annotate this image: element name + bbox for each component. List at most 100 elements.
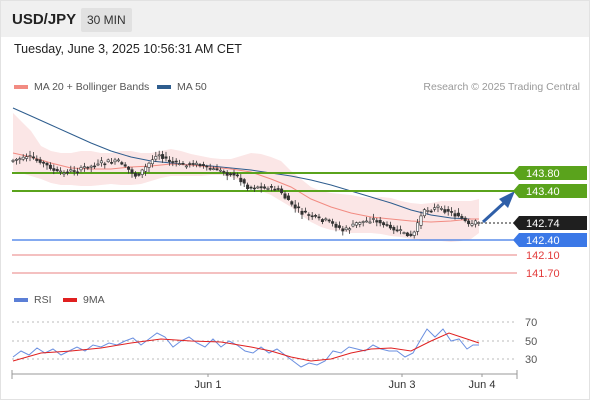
candle-body-13 xyxy=(55,169,59,172)
candle-body-3 xyxy=(21,156,25,160)
candle-body-77 xyxy=(273,188,277,191)
candle-body-88 xyxy=(310,215,314,218)
candle-body-135 xyxy=(470,223,474,226)
candle-body-37 xyxy=(137,173,141,176)
candle-body-129 xyxy=(450,211,454,213)
candle-body-107 xyxy=(375,220,379,223)
candle-body-21 xyxy=(82,166,86,169)
candle-body-90 xyxy=(317,216,321,219)
candle-body-26 xyxy=(99,160,103,164)
candle-body-1 xyxy=(14,159,18,161)
candle-body-124 xyxy=(433,207,437,210)
candle-body-121 xyxy=(422,209,426,217)
candle-body-0 xyxy=(11,160,15,162)
candle-body-7 xyxy=(35,158,39,161)
candle-body-132 xyxy=(460,216,464,219)
timestamp: Tuesday, June 3, 2025 10:56:31 AM CET xyxy=(14,42,242,56)
rsi-panel: 70 50 30 xyxy=(12,317,537,368)
level-tag-143-40: 143.40 xyxy=(513,184,587,198)
candle-body-112 xyxy=(392,227,396,231)
candle-body-39 xyxy=(144,166,148,172)
candle-body-59 xyxy=(212,168,216,170)
candle-body-78 xyxy=(276,188,280,190)
candle-body-101 xyxy=(354,222,358,226)
candle-body-99 xyxy=(348,228,352,231)
candle-body-67 xyxy=(239,177,243,183)
rsi-tick-50: 50 xyxy=(525,336,537,348)
candle-body-27 xyxy=(103,163,107,166)
candle-body-74 xyxy=(263,186,267,189)
candle-body-113 xyxy=(395,229,399,232)
candle-body-80 xyxy=(283,193,287,199)
candle-body-18 xyxy=(72,170,76,172)
candle-body-54 xyxy=(195,162,199,165)
legend-ma20: MA 20 + Bollinger Bands xyxy=(14,81,149,93)
candle-body-131 xyxy=(456,212,460,217)
candle-body-51 xyxy=(184,165,188,168)
x-label-jun1: Jun 1 xyxy=(195,379,222,391)
rsi-swatch xyxy=(14,298,28,302)
candle-body-53 xyxy=(191,163,195,165)
candle-body-4 xyxy=(25,156,29,159)
candle-body-25 xyxy=(96,163,100,166)
candle-body-34 xyxy=(127,166,131,170)
candle-body-115 xyxy=(402,232,406,234)
candle-body-65 xyxy=(232,172,236,176)
candle-body-136 xyxy=(473,220,477,225)
candle-body-68 xyxy=(242,179,246,184)
candle-body-92 xyxy=(324,218,328,221)
timeframe-badge[interactable]: 30 MIN xyxy=(81,8,132,32)
candle-body-137 xyxy=(477,222,481,224)
candle-body-82 xyxy=(290,201,294,205)
candle-body-40 xyxy=(147,162,151,168)
candle-body-93 xyxy=(327,219,331,222)
symbol-label: USD/JPY xyxy=(12,11,77,28)
level-label-142-74: 142.74 xyxy=(526,218,560,230)
legend-9ma: 9MA xyxy=(63,294,105,306)
candle-body-52 xyxy=(188,163,192,165)
candle-body-116 xyxy=(405,232,409,237)
candle-body-66 xyxy=(235,174,239,177)
candle-body-106 xyxy=(371,218,375,220)
candle-body-17 xyxy=(69,169,73,172)
candle-body-72 xyxy=(256,186,260,189)
candle-body-70 xyxy=(249,186,253,189)
candle-body-63 xyxy=(225,172,229,176)
level-label-142-40: 142.40 xyxy=(526,235,560,247)
legend-rsi: RSI xyxy=(14,294,52,306)
candle-body-89 xyxy=(314,215,318,217)
level-label-143-40: 143.40 xyxy=(526,186,560,198)
candle-body-91 xyxy=(320,219,324,222)
candle-body-35 xyxy=(130,169,134,174)
candle-body-47 xyxy=(171,161,175,163)
chart-header: USD/JPY 30 MIN xyxy=(1,1,589,37)
candle-body-24 xyxy=(93,165,97,168)
candle-body-84 xyxy=(297,206,301,209)
candle-body-119 xyxy=(416,222,420,232)
candle-body-12 xyxy=(52,168,56,171)
candle-body-16 xyxy=(65,171,69,174)
level-tag-143-80: 143.80 xyxy=(513,166,587,180)
candle-body-73 xyxy=(259,186,263,189)
legend-ma50-label: MA 50 xyxy=(177,81,207,93)
candle-body-102 xyxy=(358,222,362,225)
candle-body-10 xyxy=(45,162,49,166)
candle-body-19 xyxy=(76,171,80,174)
ma20-swatch xyxy=(14,85,28,89)
candle-body-104 xyxy=(365,220,369,223)
candle-body-86 xyxy=(303,210,307,213)
candle-body-95 xyxy=(334,223,338,228)
level-tag-142-74: 142.74 xyxy=(513,216,587,230)
level-label-143-80: 143.80 xyxy=(526,168,560,180)
legend-ma50: MA 50 xyxy=(157,81,207,93)
legend-ma20-label: MA 20 + Bollinger Bands xyxy=(34,81,150,93)
candle-body-75 xyxy=(266,188,270,190)
candle-body-6 xyxy=(31,156,35,159)
candle-body-38 xyxy=(140,169,144,175)
candle-body-30 xyxy=(113,159,117,163)
candle-body-31 xyxy=(116,159,120,162)
candle-body-85 xyxy=(300,210,304,215)
candle-body-76 xyxy=(269,186,273,188)
candle-body-81 xyxy=(286,195,290,201)
